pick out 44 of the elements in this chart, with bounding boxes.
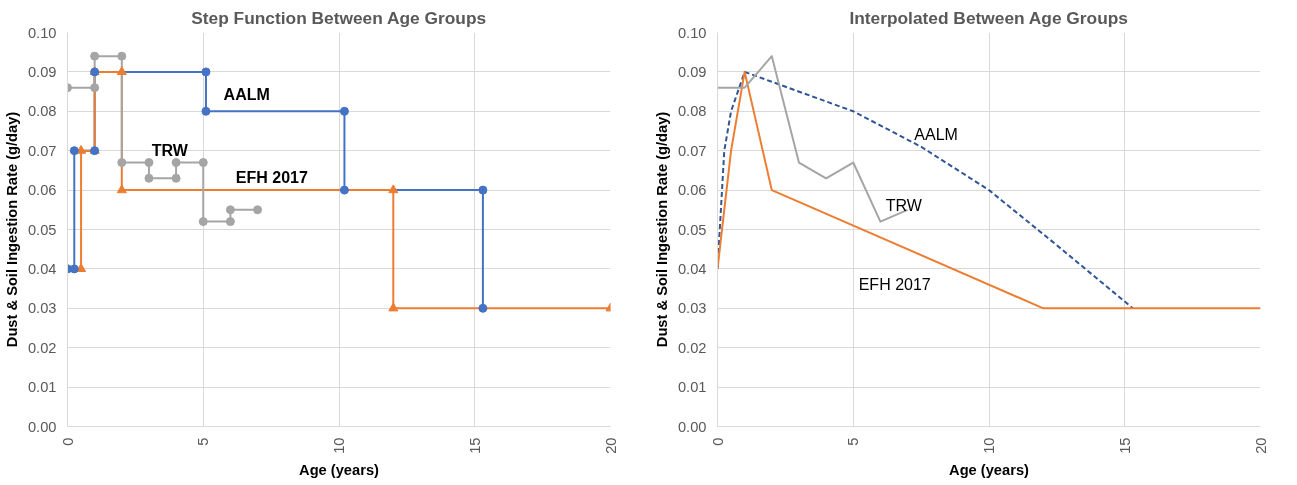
y-tick-label: 0.03: [27, 300, 57, 317]
x-tick-label: 0: [709, 437, 726, 446]
x-tick-label: 15: [1116, 437, 1133, 454]
y-tick-label: 0.03: [677, 300, 707, 317]
y-tick-label: 0.04: [27, 260, 57, 277]
x-tick-label: 5: [845, 437, 862, 446]
y-tick-label: 0.08: [677, 103, 707, 120]
chart-title: Step Function Between Age Groups: [191, 7, 487, 28]
y-tick-label: 0.09: [677, 63, 707, 80]
y-tick-label: 0.07: [677, 142, 707, 159]
y-tick-label: 0.09: [27, 63, 57, 80]
series-label: AALM: [914, 125, 958, 143]
y-tick-label: 0.05: [27, 221, 57, 238]
x-tick-label: 5: [195, 437, 212, 446]
series-label: TRW: [885, 196, 923, 214]
y-axis-title: Dust & Soil Ingestion Rate (g/day): [3, 111, 20, 348]
y-axis-title: Dust & Soil Ingestion Rate (g/day): [653, 111, 670, 348]
chart-title: Interpolated Between Age Groups: [849, 7, 1128, 28]
y-tick-label: 0.06: [677, 182, 707, 199]
y-tick-label: 0.10: [27, 24, 57, 41]
x-tick-label: 10: [331, 437, 347, 454]
series-label: TRW: [151, 141, 189, 159]
x-axis-title: Age (years): [949, 461, 1030, 478]
y-tick-label: 0.02: [27, 339, 57, 356]
x-tick-label: 15: [466, 437, 483, 454]
y-tick-label: 0.07: [27, 142, 57, 159]
x-tick-label: 20: [602, 437, 619, 454]
y-tick-label: 0.01: [27, 379, 57, 396]
y-tick-label: 0.01: [677, 379, 707, 396]
y-tick-label: 0.04: [677, 260, 707, 277]
x-tick-label: 10: [981, 437, 997, 454]
x-axis-title: Age (years): [299, 461, 380, 478]
y-tick-label: 0.00: [677, 418, 707, 435]
y-tick-label: 0.05: [677, 221, 707, 238]
y-tick-label: 0.10: [677, 24, 707, 41]
x-tick-label: 20: [1252, 437, 1269, 454]
series-label: EFH 2017: [235, 169, 308, 187]
y-tick-label: 0.08: [27, 103, 57, 120]
y-tick-label: 0.02: [677, 339, 707, 356]
series-label: AALM: [223, 86, 270, 104]
y-tick-label: 0.00: [27, 418, 57, 435]
x-tick-label: 0: [59, 437, 76, 446]
series-label: EFH 2017: [858, 275, 931, 293]
y-tick-label: 0.06: [27, 182, 57, 199]
